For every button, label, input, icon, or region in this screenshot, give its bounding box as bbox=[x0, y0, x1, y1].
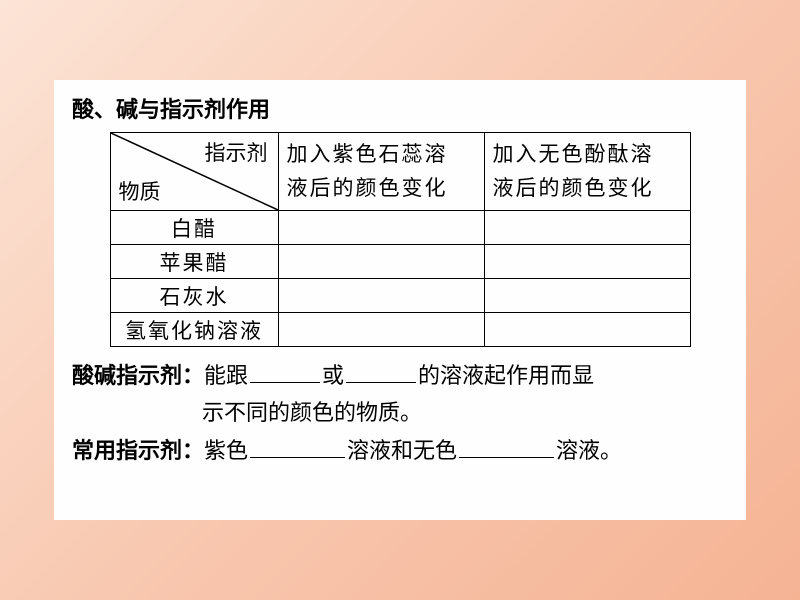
def-line-2: 示不同的颜色的物质。 bbox=[72, 394, 728, 431]
table-cell bbox=[278, 211, 484, 245]
def1-text-a: 能跟 bbox=[204, 363, 248, 388]
definitions: 酸碱指示剂：能跟 或 的溶液起作用而显 示不同的颜色的物质。 常用指示剂：紫色 溶液和… bbox=[72, 357, 728, 469]
row-label: 石灰水 bbox=[110, 279, 278, 313]
content-panel: 酸、碱与指示剂作用 指示剂 物质 加入紫色石蕊溶 液后的颜色变化 加入无色酚酞溶… bbox=[54, 80, 746, 520]
table-row: 苹果醋 bbox=[110, 245, 690, 279]
row-label: 白醋 bbox=[110, 211, 278, 245]
row-label: 苹果醋 bbox=[110, 245, 278, 279]
table-cell bbox=[278, 279, 484, 313]
col1-line1: 加入紫色石蕊溶 bbox=[287, 142, 448, 166]
blank-field[interactable] bbox=[459, 434, 554, 458]
def-line-1: 酸碱指示剂：能跟 或 的溶液起作用而显 bbox=[72, 357, 728, 394]
def-line-3: 常用指示剂：紫色 溶液和无色 溶液。 bbox=[72, 432, 728, 469]
table-cell bbox=[484, 313, 690, 347]
diag-label-top: 指示剂 bbox=[205, 137, 268, 167]
blank-field[interactable] bbox=[250, 359, 320, 383]
table-cell bbox=[484, 279, 690, 313]
table-row: 石灰水 bbox=[110, 279, 690, 313]
indicator-table: 指示剂 物质 加入紫色石蕊溶 液后的颜色变化 加入无色酚酞溶 液后的颜色变化 白… bbox=[110, 132, 691, 347]
col-header-1: 加入紫色石蕊溶 液后的颜色变化 bbox=[278, 133, 484, 211]
table-cell bbox=[484, 245, 690, 279]
def1-text-c: 的溶液起作用而显 bbox=[418, 363, 594, 388]
col2-line1: 加入无色酚酞溶 bbox=[493, 142, 654, 166]
diagonal-header-cell: 指示剂 物质 bbox=[110, 133, 278, 211]
def1-text-b: 或 bbox=[322, 363, 344, 388]
table-container: 指示剂 物质 加入紫色石蕊溶 液后的颜色变化 加入无色酚酞溶 液后的颜色变化 白… bbox=[72, 132, 728, 347]
col-header-2: 加入无色酚酞溶 液后的颜色变化 bbox=[484, 133, 690, 211]
table-cell bbox=[278, 313, 484, 347]
blank-field[interactable] bbox=[250, 434, 345, 458]
table-header-row: 指示剂 物质 加入紫色石蕊溶 液后的颜色变化 加入无色酚酞溶 液后的颜色变化 bbox=[110, 133, 690, 211]
blank-field[interactable] bbox=[346, 359, 416, 383]
diag-label-bottom: 物质 bbox=[119, 176, 161, 206]
def2-label: 常用指示剂： bbox=[72, 438, 204, 463]
col1-line2: 液后的颜色变化 bbox=[287, 176, 448, 200]
row-label: 氢氧化钠溶液 bbox=[110, 313, 278, 347]
table-cell bbox=[484, 211, 690, 245]
section-title: 酸、碱与指示剂作用 bbox=[72, 92, 728, 124]
col2-line2: 液后的颜色变化 bbox=[493, 176, 654, 200]
def2-text-a: 紫色 bbox=[204, 438, 248, 463]
table-row: 氢氧化钠溶液 bbox=[110, 313, 690, 347]
table-cell bbox=[278, 245, 484, 279]
def1-text-d: 示不同的颜色的物质。 bbox=[202, 400, 422, 425]
table-row: 白醋 bbox=[110, 211, 690, 245]
def1-label: 酸碱指示剂： bbox=[72, 363, 204, 388]
def2-text-b: 溶液和无色 bbox=[347, 438, 457, 463]
def2-text-c: 溶液。 bbox=[556, 438, 622, 463]
